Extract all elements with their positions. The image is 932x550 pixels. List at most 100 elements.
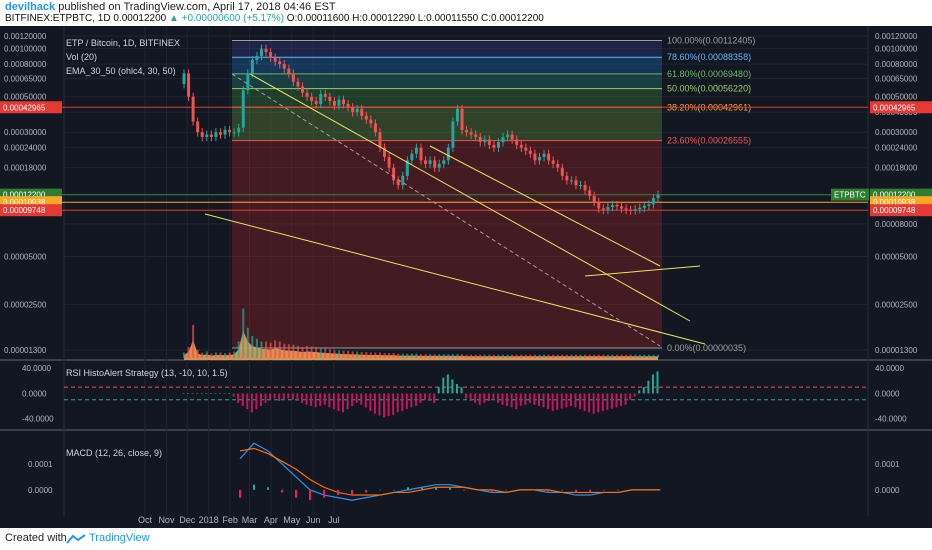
candle-body	[592, 195, 596, 202]
rsi-histogram-bar	[301, 393, 303, 403]
rsi-histogram-bar	[437, 387, 440, 394]
tradingview-brand-link[interactable]: TradingView	[89, 532, 150, 544]
rsi-histogram-bar	[588, 393, 591, 413]
volume-bar	[296, 345, 299, 358]
rsi-histogram-bar	[428, 393, 431, 401]
macd-histogram-bar	[449, 487, 451, 490]
macd-histogram-bar	[323, 489, 325, 498]
rsi-histogram-bar	[638, 390, 641, 394]
candle-body	[651, 198, 655, 205]
volume-bar	[347, 350, 350, 358]
macd-histogram-bar	[379, 489, 381, 491]
volume-bar	[538, 354, 541, 358]
right-price-tag-label: 0.00042965	[873, 103, 916, 112]
volume-bar	[369, 352, 372, 358]
volume-bar	[570, 354, 573, 358]
volume-bar	[228, 352, 231, 358]
rsi-histogram-bar	[460, 387, 463, 394]
volume-bar	[324, 348, 327, 358]
candle-body	[642, 205, 646, 208]
volume-bar	[242, 308, 245, 358]
trend-line	[429, 145, 661, 267]
candle-body	[228, 129, 232, 133]
volume-bar	[625, 354, 628, 358]
legend-ema: EMA_30_50 (ohlc4, 30, 50)	[66, 66, 176, 76]
candle-body	[455, 108, 459, 122]
macd-histogram-bar	[533, 489, 535, 491]
volume-bar	[597, 354, 600, 358]
footer: Created with TradingView	[0, 528, 932, 550]
macd-histogram-bar	[547, 489, 549, 493]
candle-body	[542, 153, 546, 157]
volume-bar	[374, 352, 377, 358]
left-price-tick-label: 0.00080000	[4, 60, 47, 69]
time-axis-label: Jul	[328, 515, 340, 525]
rsi-histogram-bar	[651, 374, 654, 394]
macd-histogram-bar	[561, 489, 563, 491]
price-axis-tick-label: 0.00001300	[875, 346, 918, 355]
candle-body	[501, 136, 505, 143]
volume-bar	[292, 344, 295, 358]
candle-body	[433, 160, 437, 168]
right-price-tag	[870, 204, 932, 217]
macd-histogram-bar	[589, 489, 591, 493]
candle-body	[351, 107, 355, 113]
rsi-left-tick-label: 0.0000	[22, 389, 47, 398]
rsi-histogram-bar	[424, 393, 427, 400]
rsi-histogram-bar	[241, 393, 244, 407]
candle-body	[182, 73, 186, 85]
candle-body	[305, 92, 309, 97]
rsi-histogram-bar	[269, 393, 272, 400]
chart-svg[interactable]: 100.00%(0.00112405) 78.60%(0.00088358) 61.…	[0, 26, 932, 528]
published-text: published on TradingView.com, April 17, …	[58, 1, 336, 13]
volume-bar	[388, 353, 391, 358]
left-price-tag-label: 0.00042965	[3, 103, 46, 112]
rsi-histogram-bar	[446, 374, 449, 394]
candle-body	[383, 147, 387, 157]
candle-body	[547, 153, 551, 161]
rsi-histogram-bar	[647, 380, 650, 394]
volume-bar	[433, 354, 436, 358]
volume-bar	[456, 354, 459, 358]
author-link[interactable]: devilhack	[5, 1, 56, 13]
rsi-histogram-bar	[296, 393, 299, 401]
rsi-histogram-bar	[551, 393, 554, 412]
volume-bar	[214, 352, 217, 358]
rsi-histogram-bar	[378, 393, 381, 416]
fib-zone	[232, 107, 662, 141]
volume-bar	[397, 353, 400, 358]
trend-line	[249, 73, 691, 322]
candle-body	[424, 160, 428, 164]
candle-body	[342, 99, 346, 105]
symbol-tag	[831, 188, 869, 201]
volume-bar	[183, 352, 185, 358]
rsi-histogram-bar	[620, 393, 623, 407]
volume-bar	[392, 353, 395, 358]
symbol-line: BITFINEX:ETPBTC, 1D 0.00012200 ▲ +0.0000…	[5, 13, 544, 24]
price-axis-tick-label: 0.00100000	[875, 45, 918, 54]
price-axis-tick-label: 0.00002500	[875, 301, 918, 310]
volume-bar	[629, 354, 632, 358]
rsi-histogram-bar	[579, 393, 582, 410]
volume-bar	[210, 353, 213, 358]
candle-body	[469, 132, 473, 135]
fib-level-label: 78.60%(0.00088358)	[667, 52, 751, 62]
volume-bar	[520, 354, 523, 358]
volume-bar	[378, 352, 381, 358]
right-price-tag-label: 0.00012200	[873, 191, 916, 200]
chart-area[interactable]: 100.00%(0.00112405) 78.60%(0.00088358) 61.…	[0, 26, 932, 528]
volume-bar	[260, 341, 263, 358]
candle-body	[214, 132, 218, 137]
volume-bar	[620, 354, 623, 358]
volume-bar	[310, 346, 313, 358]
rsi-histogram-bar	[264, 393, 267, 403]
candle-body	[528, 150, 532, 154]
candle-body	[487, 139, 491, 145]
macd-histogram-bar	[239, 489, 241, 498]
candle-body	[574, 180, 578, 186]
candle-body	[451, 121, 455, 148]
rsi-histogram-bar	[187, 393, 190, 394]
left-price-tick-label: 0.00002500	[4, 301, 47, 310]
candle-body	[460, 108, 464, 130]
price-axis-tick-label: 0.00005000	[875, 253, 918, 262]
